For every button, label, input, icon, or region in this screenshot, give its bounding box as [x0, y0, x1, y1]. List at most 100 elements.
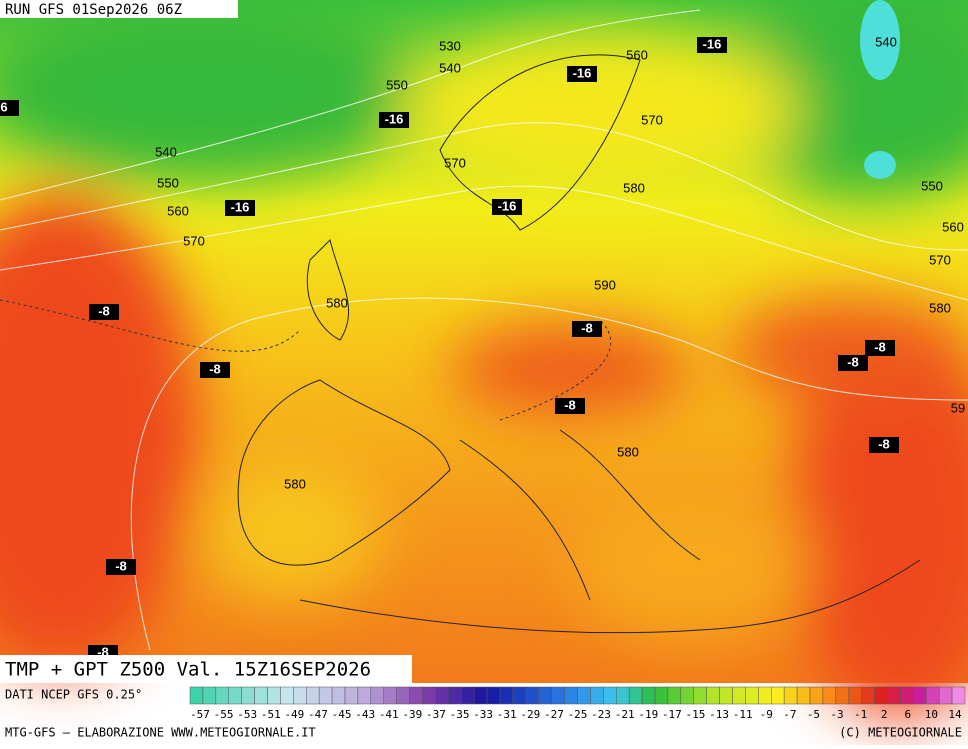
legend-swatch [732, 686, 746, 705]
legend-swatch [861, 686, 875, 705]
contour-label: 570 [444, 155, 466, 170]
legend-swatch [603, 686, 617, 705]
legend-swatch [254, 686, 268, 705]
temperature-label: -8 [98, 303, 110, 318]
legend-swatch [848, 686, 862, 705]
temperature-label: -16 [703, 36, 722, 51]
legend-tick-label: -11 [733, 708, 753, 721]
temperature-label-bg [379, 112, 409, 128]
contour-label: 580 [623, 180, 645, 195]
legend-swatch [719, 686, 733, 705]
temperature-label: -8 [878, 436, 890, 451]
legend-tick-label: -33 [473, 708, 493, 721]
legend-swatch [370, 686, 385, 705]
contour-label: 570 [641, 112, 663, 127]
legend-swatch [318, 686, 333, 705]
legend-swatch [577, 686, 591, 705]
legend-swatch [293, 686, 307, 705]
legend-tick-label: -49 [284, 708, 304, 721]
legend-tick-label: -23 [591, 708, 611, 721]
legend-swatch [822, 686, 837, 705]
temperature-label-bg [225, 200, 255, 216]
legend-swatch [448, 686, 462, 705]
legend-tick-label: -43 [355, 708, 375, 721]
temperature-label-bg [492, 199, 522, 215]
legend-tick-label: -37 [426, 708, 446, 721]
temperature-label-bg [838, 355, 868, 371]
legend-swatch [551, 686, 565, 705]
legend-tick-label: -27 [544, 708, 564, 721]
temperature-label: -8 [564, 397, 576, 412]
map-background [0, 0, 968, 720]
legend-swatch [357, 686, 372, 705]
temperature-label: -8 [209, 361, 221, 376]
legend-tick-label: -39 [402, 708, 422, 721]
legend-swatch [693, 686, 707, 705]
contour-label: 540 [875, 34, 897, 49]
legend-tick-label: -13 [709, 708, 729, 721]
temperature-label: -8 [581, 320, 593, 335]
legend-tick-label: -31 [497, 708, 517, 721]
map-labels: 530 540 550 560 540 570 540 550 560 570 580 570 550 5… [0, 34, 965, 661]
legend-swatch [951, 686, 966, 705]
legend-tick-label: -51 [261, 708, 281, 721]
temperature-label-bg [572, 321, 602, 337]
contour-label: 530 [439, 38, 461, 53]
legend-swatch [771, 686, 785, 705]
legend-swatch [796, 686, 811, 705]
legend-tick-label: -35 [450, 708, 470, 721]
temperature-label: -16 [385, 111, 404, 126]
legend-swatch [331, 686, 346, 705]
contour-label: 540 [439, 60, 461, 75]
legend-tick-label: -57 [190, 708, 210, 721]
legend-swatch [706, 686, 720, 705]
legend-swatch [887, 686, 901, 705]
legend-tick-label: -17 [662, 708, 682, 721]
legend-swatch [267, 686, 281, 705]
legend-tick-label: -7 [783, 708, 796, 721]
contour-label: 590 [594, 277, 616, 292]
legend-swatch [486, 686, 501, 705]
legend-tick-label: -5 [807, 708, 820, 721]
contour-label: 550 [386, 77, 408, 92]
contour-label: 580 [929, 300, 951, 315]
temperature-label: -16 [498, 198, 517, 213]
run-label: RUN GFS 01Sep2026 06Z [5, 2, 182, 18]
legend-swatch [461, 686, 475, 705]
legend-swatch [758, 686, 772, 705]
data-source: DATI NCEP GFS 0.25° [5, 688, 142, 702]
legend-swatch [280, 686, 294, 705]
legend-tick-label: -45 [332, 708, 352, 721]
legend-swatch [189, 686, 204, 705]
legend-swatch [306, 686, 320, 705]
legend-tick-label: -1 [854, 708, 867, 721]
legend-swatch [228, 686, 242, 705]
legend-swatch [654, 686, 669, 705]
legend-swatch [913, 686, 927, 705]
legend-swatch [512, 686, 527, 705]
legend-swatch [344, 686, 359, 705]
legend-swatch [435, 686, 449, 705]
legend-swatch [680, 686, 694, 705]
legend-tick-label: -3 [830, 708, 843, 721]
legend-swatch [499, 686, 514, 705]
temperature-label-bg [865, 340, 895, 356]
legend-tick-label: -55 [214, 708, 234, 721]
legend-tick-label: 14 [948, 708, 962, 721]
contour-label: 560 [942, 219, 964, 234]
legend-swatch [783, 686, 798, 705]
contour-label: 540 [155, 144, 177, 159]
legend-tick-label: -19 [638, 708, 658, 721]
contour-label: 570 [929, 252, 951, 267]
legend-swatch [564, 686, 578, 705]
temperature-label-bg [200, 362, 230, 378]
legend-tick-label: -41 [379, 708, 399, 721]
legend-tick-label: -15 [686, 708, 706, 721]
legend-tick-label: 2 [881, 708, 888, 721]
temperature-label-bg [106, 559, 136, 575]
copyright: (C) METEOGIORNALE [839, 726, 962, 740]
temperature-label-bg [567, 66, 597, 82]
legend-swatch [835, 686, 849, 705]
